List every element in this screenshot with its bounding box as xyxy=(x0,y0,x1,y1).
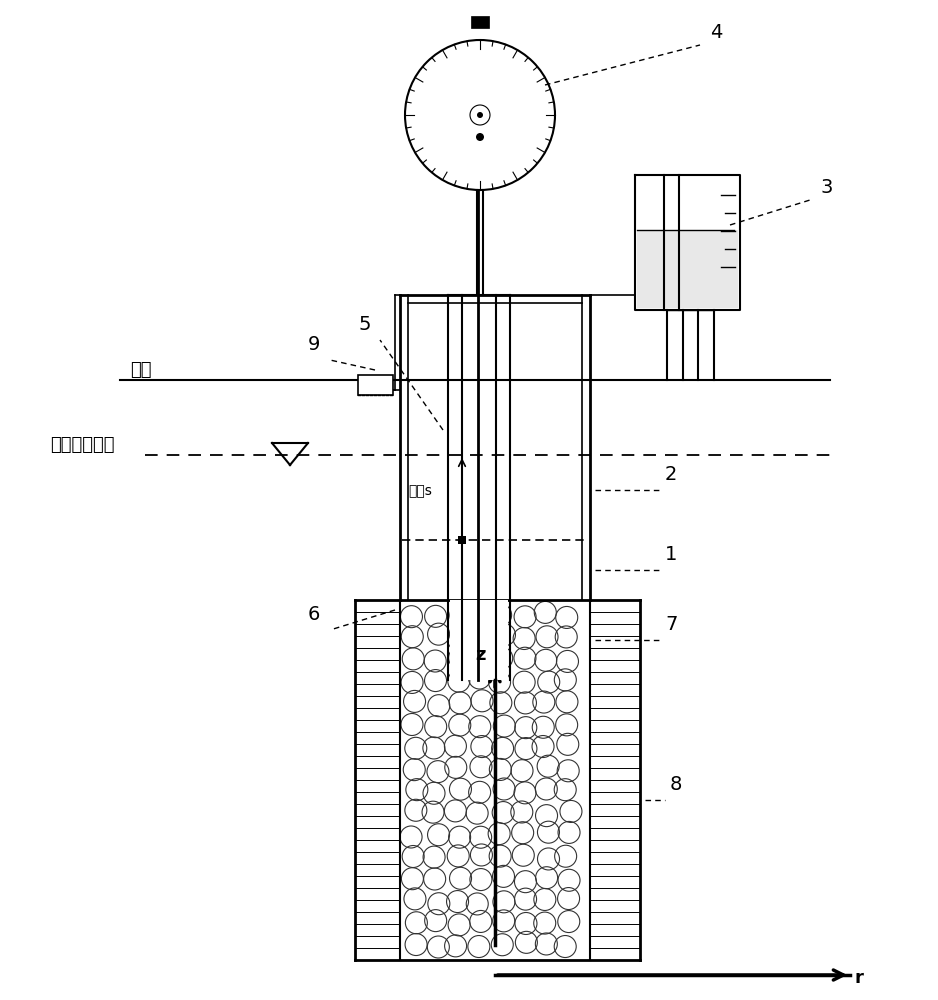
Text: 8: 8 xyxy=(670,775,682,794)
Bar xyxy=(637,230,738,308)
Text: 地表: 地表 xyxy=(130,361,152,379)
Text: 稳定地下水位: 稳定地下水位 xyxy=(50,436,114,454)
Text: 5: 5 xyxy=(358,315,371,334)
Text: z: z xyxy=(475,646,486,664)
Text: 7: 7 xyxy=(665,615,677,634)
Bar xyxy=(471,16,489,28)
Text: 3: 3 xyxy=(820,178,832,197)
Circle shape xyxy=(477,112,483,118)
Bar xyxy=(450,600,508,680)
Text: 4: 4 xyxy=(710,23,722,42)
Bar xyxy=(458,536,466,544)
Text: 2: 2 xyxy=(665,465,677,484)
Text: 降深s: 降深s xyxy=(408,484,431,498)
Text: 6: 6 xyxy=(308,605,321,624)
Text: r: r xyxy=(855,969,864,987)
Circle shape xyxy=(476,133,484,141)
Bar xyxy=(357,375,392,395)
Text: 9: 9 xyxy=(308,335,321,354)
Text: 1: 1 xyxy=(665,545,677,564)
